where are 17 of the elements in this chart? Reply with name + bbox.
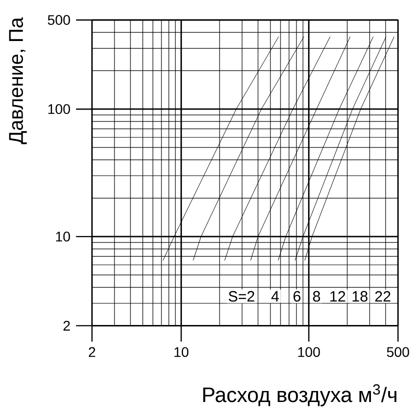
x-tick-label: 100: [298, 347, 320, 358]
y-tick-label: 100: [48, 104, 70, 114]
x-tick-label: 10: [174, 347, 188, 358]
annotation: S=2: [228, 291, 254, 302]
y-tick-label: 500: [48, 15, 70, 25]
annotation: 12: [330, 291, 346, 302]
annotation: 4: [271, 291, 279, 302]
y-axis-title: Давление, Па: [9, 17, 27, 144]
y-tick-label: 10: [56, 232, 70, 242]
y-tick-label: 2: [63, 320, 70, 331]
annotation: 8: [313, 291, 320, 302]
x-tick-label: 500: [386, 347, 410, 358]
annotation: 6: [294, 291, 300, 302]
annotation: 18: [352, 291, 368, 302]
x-axis-title: Расход воздуха м$^{3}$/ч: [203, 384, 396, 406]
annotation: 22: [375, 291, 390, 302]
x-tick-label: 2: [88, 347, 96, 357]
